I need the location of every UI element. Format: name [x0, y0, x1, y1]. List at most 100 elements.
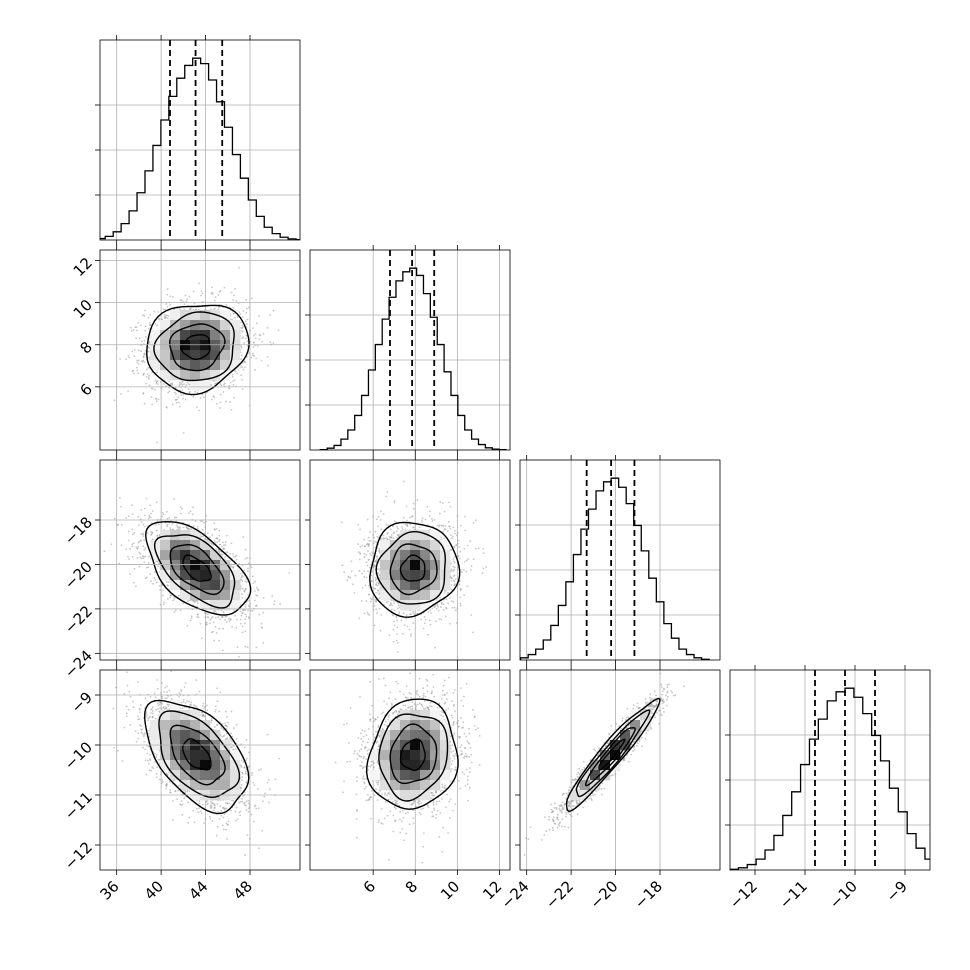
scatter-point: [390, 602, 392, 604]
scatter-point: [260, 622, 263, 625]
density-cell: [160, 370, 171, 381]
scatter-point: [261, 627, 263, 629]
scatter-point: [197, 409, 200, 412]
scatter-point: [157, 311, 160, 313]
scatter-point: [228, 802, 231, 805]
scatter-point: [405, 505, 408, 508]
scatter-point: [244, 337, 247, 340]
scatter-point: [171, 522, 174, 525]
scatter-point: [387, 718, 390, 721]
scatter-point: [377, 726, 380, 729]
scatter-point: [262, 800, 264, 803]
scatter-point: [142, 746, 145, 749]
scatter-point: [477, 547, 480, 550]
scatter-point: [381, 823, 384, 825]
scatter-point: [177, 526, 180, 529]
scatter-point: [462, 756, 465, 759]
scatter-point: [196, 613, 199, 616]
scatter-point: [246, 646, 249, 649]
scatter-point: [430, 692, 433, 694]
density-cell: [220, 780, 231, 791]
scatter-point: [398, 611, 401, 613]
scatter-point: [241, 797, 243, 800]
scatter-point: [267, 801, 270, 804]
scatter-point: [392, 830, 395, 833]
scatter-point: [362, 735, 365, 738]
scatter-point: [116, 749, 119, 752]
scatter-point: [353, 752, 356, 755]
scatter-point: [223, 382, 226, 385]
scatter-point: [368, 566, 371, 569]
panel-3-1: [305, 665, 511, 875]
scatter-point: [385, 601, 388, 604]
scatter-point: [453, 606, 456, 609]
scatter-point: [363, 570, 366, 572]
density-cell: [420, 530, 431, 541]
scatter-point: [468, 727, 470, 730]
scatter-point: [456, 532, 459, 534]
scatter-point: [383, 817, 386, 820]
scatter-point: [182, 602, 185, 605]
scatter-point: [347, 575, 350, 578]
scatter-point: [368, 584, 370, 587]
scatter-point: [238, 801, 241, 804]
scatter-point: [129, 723, 132, 726]
scatter-point: [131, 370, 134, 373]
scatter-point: [229, 552, 232, 555]
scatter-point: [201, 705, 204, 707]
scatter-point: [360, 755, 363, 758]
density-cell: [220, 320, 231, 331]
panel-2-0: [95, 455, 301, 665]
scatter-point: [240, 576, 243, 579]
density-cell: [200, 770, 211, 781]
scatter-point: [147, 566, 150, 569]
scatter-point: [136, 547, 139, 550]
scatter-point: [373, 624, 376, 627]
scatter-point: [182, 394, 185, 396]
density-cell: [230, 580, 241, 591]
scatter-point: [140, 540, 142, 542]
scatter-point: [397, 604, 400, 607]
scatter-point: [212, 630, 215, 633]
scatter-point: [422, 694, 425, 697]
scatter-point: [141, 649, 143, 651]
density-cell: [190, 770, 201, 781]
scatter-point: [152, 582, 154, 585]
scatter-point: [413, 613, 416, 616]
scatter-point: [379, 510, 382, 513]
scatter-point: [257, 847, 260, 850]
scatter-point: [243, 791, 246, 794]
scatter-point: [422, 807, 425, 810]
scatter-point: [223, 544, 225, 547]
scatter-point: [199, 397, 202, 399]
scatter-point: [161, 584, 163, 586]
scatter-point: [450, 579, 453, 582]
scatter-point: [207, 532, 209, 535]
scatter-point: [378, 591, 381, 594]
density-cell: [160, 530, 171, 541]
scatter-point: [438, 618, 441, 621]
scatter-point: [383, 700, 385, 703]
scatter-point: [224, 724, 227, 727]
scatter-point: [184, 398, 187, 401]
scatter-point: [225, 807, 228, 810]
scatter-point: [226, 737, 228, 740]
scatter-point: [252, 334, 255, 337]
scatter-point: [248, 557, 251, 559]
scatter-point: [197, 616, 200, 619]
scatter-point: [367, 727, 370, 730]
scatter-point: [173, 498, 175, 500]
scatter-point: [272, 342, 275, 345]
scatter-point: [198, 802, 201, 805]
scatter-point: [434, 646, 436, 649]
scatter-point: [444, 693, 446, 696]
scatter-point: [399, 831, 402, 834]
scatter-point: [458, 583, 461, 586]
scatter-point: [369, 531, 371, 533]
scatter-point: [146, 752, 149, 755]
scatter-point: [249, 340, 252, 343]
scatter-point: [427, 633, 429, 636]
scatter-point: [389, 810, 392, 813]
scatter-point: [343, 571, 346, 574]
density-cell: [400, 550, 411, 561]
